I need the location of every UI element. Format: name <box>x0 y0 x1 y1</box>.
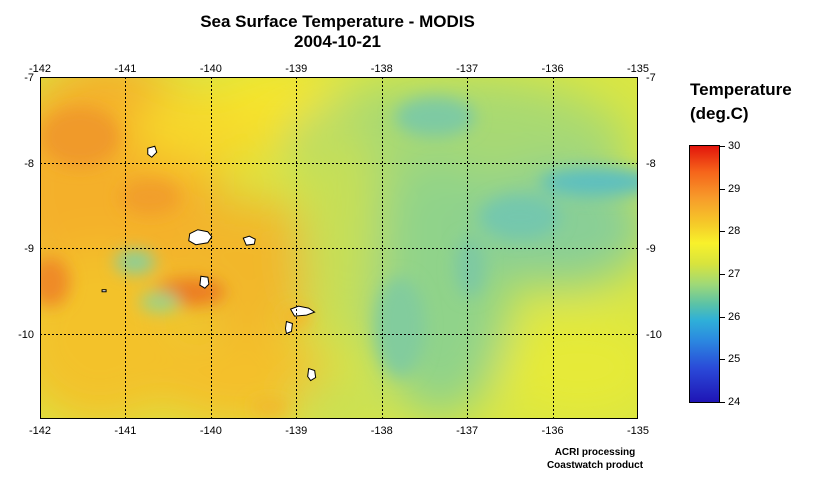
island <box>101 289 107 293</box>
colorbar-tick <box>719 359 725 360</box>
island <box>199 275 210 289</box>
colorbar-tick <box>719 146 725 147</box>
island <box>242 235 256 246</box>
map-date: 2004-10-21 <box>294 32 381 51</box>
lon-tick-label: -136 <box>541 63 564 75</box>
lon-tick-label: -142 <box>28 425 52 437</box>
map-frame <box>40 77 638 419</box>
colorbar-label: 28 <box>728 225 741 237</box>
lon-tick-label: -137 <box>456 63 479 75</box>
credit-product: Coastwatch product <box>546 460 644 471</box>
colorbar-label: 26 <box>728 311 741 323</box>
lat-tick-label: -10 <box>18 328 34 341</box>
colorbar-tick <box>719 231 725 232</box>
map-title: Sea Surface Temperature - MODIS <box>200 12 475 31</box>
colorbar-label: 25 <box>728 353 741 365</box>
lon-tick-label: -142 <box>28 63 52 75</box>
lon-tick-label: -140 <box>199 425 222 437</box>
lat-tick-label: -9 <box>646 243 656 255</box>
lon-tick-label: -141 <box>114 425 137 437</box>
lon-tick-label: -141 <box>114 63 137 75</box>
lat-tick-label: -9 <box>24 243 34 255</box>
legend-title: Temperature <box>690 80 792 99</box>
lon-tick-label: -138 <box>370 425 393 437</box>
island <box>284 320 293 335</box>
lat-tick-label: -10 <box>646 328 662 341</box>
colorbar-tick <box>719 402 725 403</box>
lon-tick-label: -139 <box>285 63 308 75</box>
colorbar-label: 27 <box>728 268 741 280</box>
credit-processing: ACRI processing <box>554 447 636 458</box>
lat-tick-label: -7 <box>24 72 34 84</box>
colorbar-label: 24 <box>728 396 741 408</box>
lat-tick-label: -7 <box>646 72 656 84</box>
colorbar-tick <box>719 317 725 318</box>
colorbar-label: 30 <box>728 140 741 152</box>
sst-map <box>40 77 638 419</box>
colorbar-label: 29 <box>728 183 741 195</box>
lon-tick-label: -137 <box>456 425 479 437</box>
lat-tick-label: -8 <box>24 157 34 170</box>
lon-tick-label: -135 <box>626 425 650 437</box>
lon-tick-label: -135 <box>626 63 650 75</box>
colorbar-tick <box>719 274 725 275</box>
island <box>147 145 158 158</box>
lon-tick-label: -139 <box>285 425 308 437</box>
legend-units: (deg.C) <box>690 104 749 123</box>
lon-tick-label: -140 <box>199 63 222 75</box>
temperature-field <box>40 77 638 419</box>
island <box>307 367 317 382</box>
lon-tick-label: -138 <box>370 63 393 75</box>
islands-layer <box>101 145 317 382</box>
colorbar-tick <box>719 189 725 190</box>
graticule <box>40 77 638 419</box>
island <box>188 229 213 246</box>
temperature-colorbar <box>689 145 720 403</box>
lon-tick-label: -136 <box>541 425 564 437</box>
lat-tick-label: -8 <box>646 157 656 170</box>
